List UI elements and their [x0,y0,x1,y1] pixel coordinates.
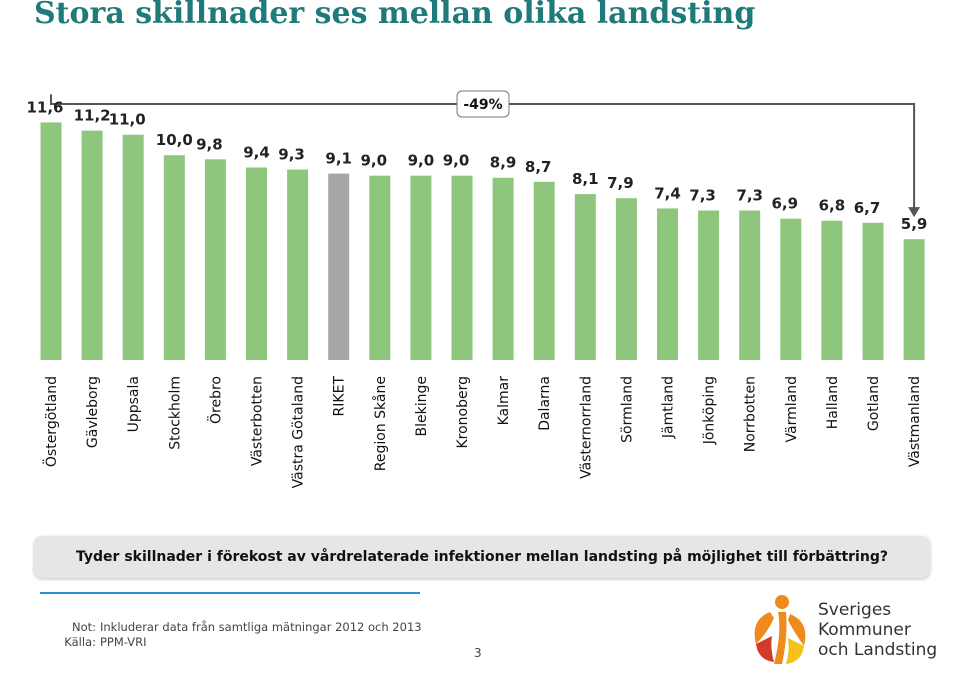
source-text: PPM-VRI [100,635,147,649]
bar [287,169,309,360]
category-label: Värmland [784,376,800,442]
logo-petal [754,612,774,644]
category-label: Region Skåne [372,376,389,471]
category-label: Västerbotten [250,376,266,466]
category-label: Gävleborg [85,376,101,448]
data-label: 9,1 [325,150,352,168]
source-row: Källa: PPM-VRI [40,635,147,649]
annotation-label: -49% [463,97,502,113]
bar [492,177,514,360]
data-label: 9,0 [408,152,435,170]
bars [40,122,925,360]
category-labels: Östergötland Gävleborg Uppsala Stockholm Öre… [42,376,923,489]
bar [163,155,185,360]
bar [698,210,720,360]
data-label: 11,0 [109,111,146,129]
note-row: Not: Inkluderar data från samtliga mätnin… [40,620,422,634]
logo-head [775,595,789,609]
data-label: 8,1 [572,170,599,188]
category-label: Östergötland [42,376,60,467]
logo-stem [774,612,787,664]
bar [451,175,473,360]
bar [615,198,637,360]
data-label: 9,8 [196,135,223,153]
bar [821,220,843,360]
bracket-arrow [908,207,921,218]
bar [862,222,884,360]
value-labels: 11,6 11,211,0 10,0 9,8 9,4 9,3 9,1 9,0 9,0 9,0 8,9… [26,98,927,233]
note-label: Not: [71,620,96,634]
data-label: 7,3 [689,186,716,204]
data-label: 7,4 [654,184,681,202]
logo-petals [754,612,806,664]
source-label: Källa: [64,635,96,649]
data-label: 6,8 [819,197,846,215]
category-label: Norrbotten [743,376,759,452]
logo-line-1: Sveriges [818,600,892,620]
category-label: Blekinge [414,376,430,436]
bar [410,175,432,360]
bar [81,130,103,360]
bar [369,175,391,360]
skl-logo-icon [754,595,806,664]
data-label: 6,9 [772,195,799,213]
category-label: Jönköping [702,376,718,445]
data-label: 11,6 [26,98,63,116]
page-title: Stora skillnader ses mellan olika landst… [34,0,756,31]
data-label: 9,3 [278,146,305,164]
category-label: Örebro [206,376,224,424]
bar [903,239,925,360]
category-label: Kalmar [496,376,512,426]
data-label: 10,0 [156,131,193,149]
category-label: Kronoberg [455,376,471,449]
data-label: 5,9 [901,215,928,233]
annotation-box [456,90,510,118]
category-label: Stockholm [167,376,183,450]
logo-line-3: och Landsting [818,640,938,660]
footnotes: Not: Inkluderar data från samtliga mätnin… [40,592,422,654]
bar [739,210,761,360]
bar [246,167,267,360]
category-label: Västmanland [907,376,923,467]
category-label: Gotland [866,376,882,431]
category-label: Jämtland [661,376,677,439]
question-banner: Tyder skillnader i förekost av vårdrelat… [34,536,930,578]
bar [657,208,678,360]
bar-chart: -49% 11,6 11,211,0 10,0 9,8 9,4 9,3 9,1 9,0 9,0 9… [26,90,927,489]
data-label: 9,4 [243,143,270,161]
category-label: Dalarna [537,376,553,431]
bar [328,173,350,360]
logo-text: Sveriges Kommuner och Landsting [818,600,937,660]
bar [574,194,596,360]
category-label: Uppsala [126,376,142,432]
category-label: Västra Götaland [291,376,307,488]
data-label: 7,9 [607,174,634,192]
note-text: Inkluderar data från samtliga mätningar … [100,620,422,634]
bar [533,181,555,360]
bar [122,134,144,360]
data-label: 9,0 [361,152,388,170]
logo-petal [788,614,806,646]
bar [780,218,802,360]
bar [204,159,226,360]
logo-petal [756,636,774,662]
data-label: 11,2 [74,107,111,125]
logo-line-2: Kommuner [818,620,911,640]
category-label: Halland [825,376,841,429]
data-label: 9,0 [443,152,470,170]
data-label: 8,7 [525,158,552,176]
logo-petal [786,638,804,664]
data-label: 8,9 [490,154,517,172]
category-label: Sörmland [619,376,635,443]
data-label: 6,7 [854,199,881,217]
category-label: RIKET [332,376,348,417]
bar [40,122,62,360]
page-number: 3 [474,646,482,660]
data-label: 7,3 [736,186,763,204]
difference-bracket: -49% [50,90,921,218]
category-label: Västernorrland [578,376,594,479]
